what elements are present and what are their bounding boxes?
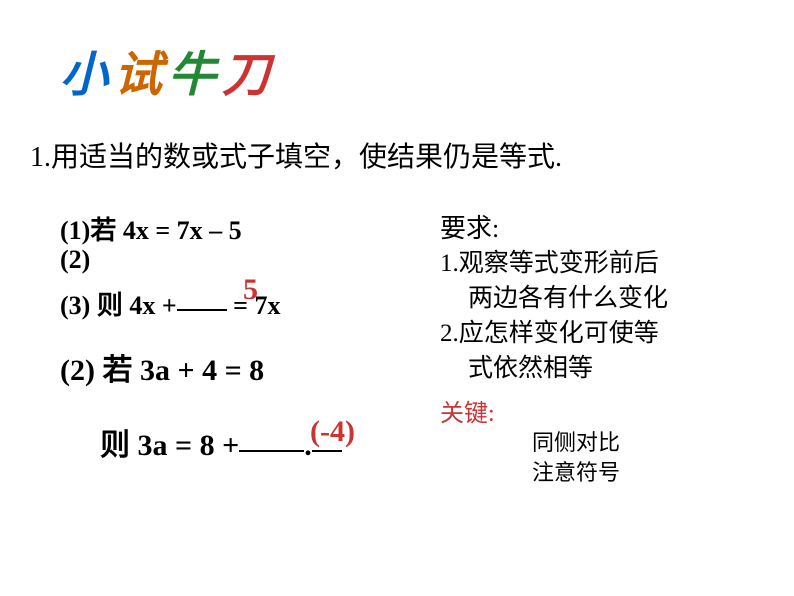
requirements-header: 要求:: [440, 208, 499, 245]
blank-3: [312, 450, 342, 452]
problem1-equation: (1)若 4x = 7x – 5: [60, 210, 242, 247]
requirement-1a: 1.观察等式变形前后: [440, 243, 659, 279]
answer-5: 5: [243, 273, 258, 307]
title-char-3: 牛: [168, 35, 216, 105]
title-char-1: 小: [60, 35, 108, 105]
problem1-pre: (3) 则 4x +: [60, 291, 177, 320]
requirement-2a: 2.应怎样变化可使等: [440, 313, 659, 349]
answer-neg4: (-4): [310, 415, 355, 449]
requirement-2b: 式依然相等: [468, 348, 593, 384]
title-char-4: 刀: [222, 35, 270, 105]
problem1-sub2: (2): [60, 245, 90, 275]
title-char-2: 试: [114, 35, 162, 105]
blank-1: [177, 309, 227, 311]
key-point-2: 注意符号: [532, 455, 620, 487]
key-point-1: 同侧对比: [532, 425, 620, 457]
blank-2: [239, 450, 304, 452]
requirement-1b: 两边各有什么变化: [468, 278, 668, 314]
key-header: 关键:: [440, 393, 495, 428]
title: 小 试 牛 刀: [60, 35, 272, 105]
instruction-text: 1.用适当的数或式子填空，使结果仍是等式.: [30, 135, 562, 175]
problem2-pre: 则 3a = 8 +: [100, 429, 239, 462]
problem2-blank-line: 则 3a = 8 +.: [100, 420, 342, 464]
problem2-equation: (2) 若 3a + 4 = 8: [60, 345, 264, 389]
